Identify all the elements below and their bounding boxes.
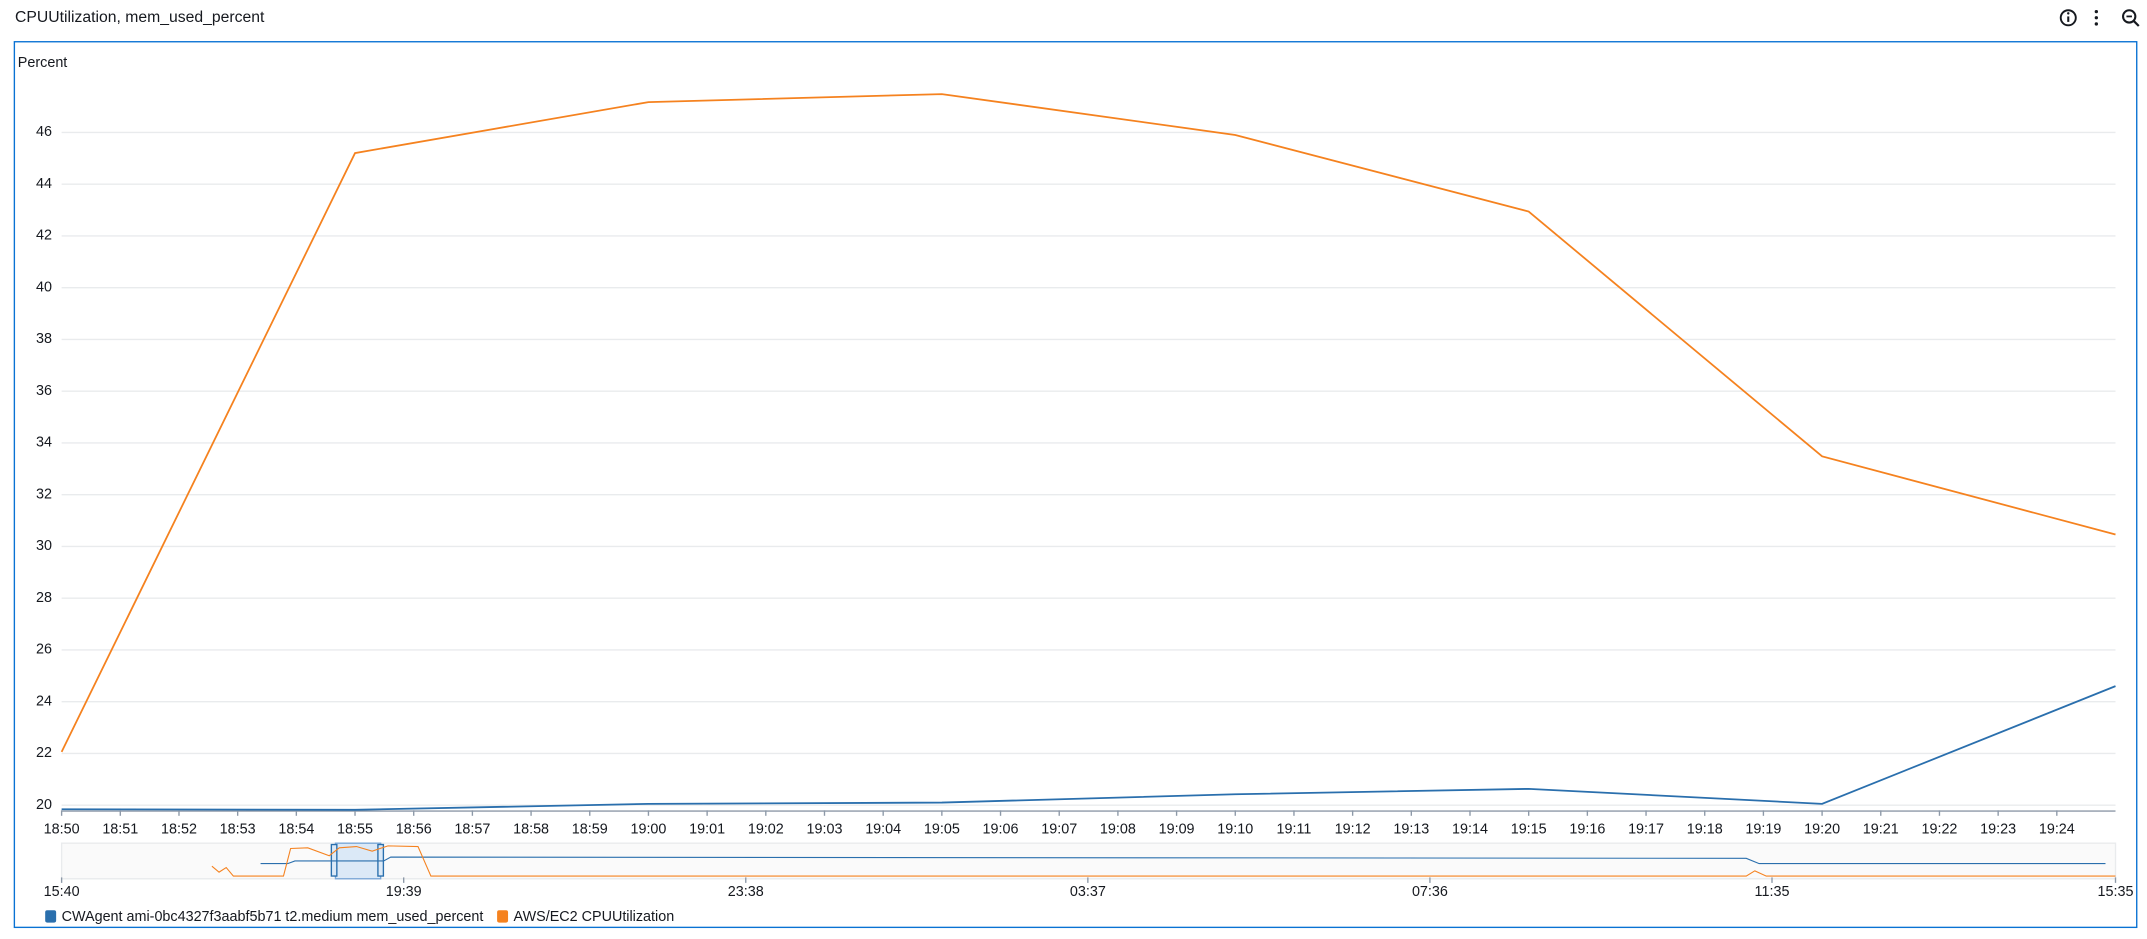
x-tick-label: 18:54 xyxy=(278,821,314,837)
y-axis-label: Percent xyxy=(18,55,68,71)
x-tick-label: 19:23 xyxy=(1980,821,2016,837)
x-tick-label: 15:40 xyxy=(44,884,80,900)
legend-label: AWS/EC2 CPUUtilization xyxy=(514,909,675,925)
y-tick-label: 32 xyxy=(36,486,52,502)
legend-swatch xyxy=(497,910,509,923)
x-tick-label: 19:19 xyxy=(1745,821,1781,837)
y-tick-label: 24 xyxy=(36,693,52,709)
x-tick-label: 07:36 xyxy=(1412,884,1448,900)
x-tick-label: 23:38 xyxy=(728,884,764,900)
y-tick-label: 26 xyxy=(36,642,52,658)
x-tick-label: 18:50 xyxy=(44,821,80,837)
x-tick-label: 18:59 xyxy=(572,821,608,837)
x-tick-label: 19:03 xyxy=(807,821,843,837)
x-tick-label: 18:56 xyxy=(396,821,432,837)
y-tick-label: 34 xyxy=(36,435,52,451)
y-tick-label: 22 xyxy=(36,745,52,761)
x-tick-label: 03:37 xyxy=(1070,884,1106,900)
x-tick-label: 19:13 xyxy=(1393,821,1429,837)
x-tick-label: 19:17 xyxy=(1628,821,1664,837)
y-tick-label: 38 xyxy=(36,331,52,347)
y-tick-label: 40 xyxy=(36,279,52,295)
x-tick-label: 19:16 xyxy=(1569,821,1605,837)
x-tick-label: 19:39 xyxy=(386,884,422,900)
widget-frame xyxy=(13,41,2138,929)
x-tick-label: 19:05 xyxy=(924,821,960,837)
x-tick-label: 19:01 xyxy=(689,821,725,837)
x-tick-label: 11:35 xyxy=(1755,884,1790,900)
legend-swatch xyxy=(45,910,57,923)
x-tick-label: 19:00 xyxy=(630,821,666,837)
x-tick-label: 19:02 xyxy=(748,821,784,837)
x-tick-label: 19:24 xyxy=(2039,821,2075,837)
y-tick-label: 28 xyxy=(36,590,52,606)
zoom-out-icon[interactable] xyxy=(2122,9,2140,27)
x-tick-label: 18:55 xyxy=(337,821,373,837)
x-tick-label: 18:52 xyxy=(161,821,197,837)
chart-title: CPUUtilization, mem_used_percent xyxy=(15,9,265,26)
navigator-handle[interactable] xyxy=(377,843,385,877)
menu-icon[interactable] xyxy=(2094,9,2098,26)
series-line xyxy=(260,856,2106,865)
x-tick-label: 19:10 xyxy=(1217,821,1253,837)
x-tick-label: 18:51 xyxy=(102,821,138,837)
x-tick-label: 19:20 xyxy=(1804,821,1840,837)
x-tick-label: 19:04 xyxy=(865,821,901,837)
x-tick-label: 19:21 xyxy=(1863,821,1899,837)
series-line xyxy=(211,845,2116,877)
x-tick-label: 19:09 xyxy=(1159,821,1195,837)
y-tick-label: 44 xyxy=(36,176,52,192)
x-tick-label: 19:07 xyxy=(1041,821,1077,837)
x-tick-label: 19:15 xyxy=(1511,821,1547,837)
x-tick-label: 18:53 xyxy=(220,821,256,837)
info-icon[interactable] xyxy=(2059,9,2077,27)
x-tick-label: 19:12 xyxy=(1335,821,1371,837)
y-tick-label: 46 xyxy=(36,124,52,140)
y-tick-label: 20 xyxy=(36,797,52,813)
navigator-background xyxy=(60,842,2117,880)
y-tick-label: 30 xyxy=(36,538,52,554)
x-tick-label: 19:11 xyxy=(1277,821,1312,837)
x-tick-label: 18:57 xyxy=(454,821,490,837)
x-tick-label: 19:14 xyxy=(1452,821,1488,837)
series-line xyxy=(60,93,2116,753)
x-tick-label: 19:22 xyxy=(1921,821,1957,837)
x-tick-label: 15:35 xyxy=(2098,884,2134,900)
x-tick-label: 19:18 xyxy=(1687,821,1723,837)
legend-label: CWAgent ami-0bc4327f3aabf5b71 t2.medium … xyxy=(62,909,484,925)
y-tick-label: 42 xyxy=(36,228,52,244)
y-tick-label: 36 xyxy=(36,383,52,399)
x-tick-label: 19:08 xyxy=(1100,821,1136,837)
x-tick-label: 19:06 xyxy=(983,821,1019,837)
x-tick-label: 18:58 xyxy=(513,821,549,837)
series-line xyxy=(61,685,2116,811)
navigator-handle[interactable] xyxy=(330,843,338,877)
